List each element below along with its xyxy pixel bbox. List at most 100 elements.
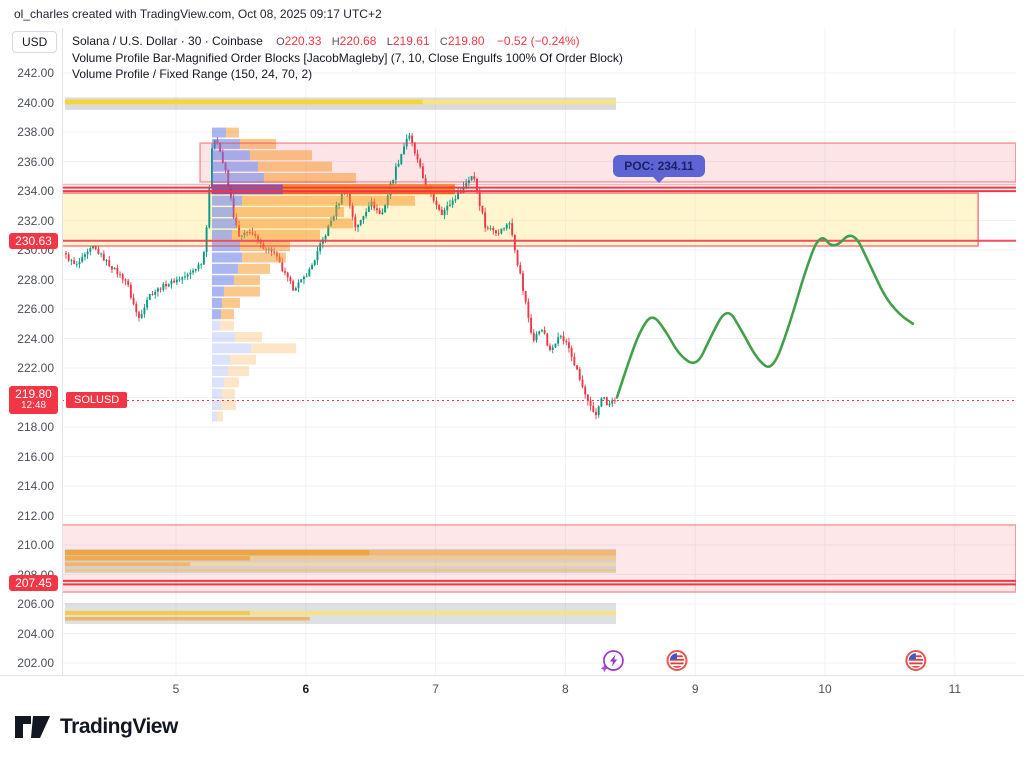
vp-row-orange [220,309,234,320]
indicator-legend-volume-profile[interactable]: Volume Profile / Fixed Range (150, 24, 7… [72,67,313,81]
ohlc-low-label: L [386,36,393,48]
indicator-legend-order-blocks[interactable]: Volume Profile Bar-Magnified Order Block… [72,51,623,65]
price-tick-label: 214.00 [17,479,54,493]
order-block-zones [62,97,1016,625]
time-tick-label: 7 [432,682,439,696]
price-tick-label: 236.00 [17,154,54,169]
time-tick-label: 8 [562,682,569,696]
price-tick-label: 232.00 [17,213,54,228]
price-tick-label: 218.00 [17,420,54,434]
vp-row-orange [239,138,276,149]
symbol-title[interactable]: Solana / U.S. Dollar · 30 · Coinbase [72,34,263,48]
price-tick-label: 210.00 [17,538,54,552]
time-axis[interactable]: 5 6 7 8 9 10 11 [0,675,1024,702]
price-tick-label: 240.00 [17,95,54,110]
vp-row-blue [211,309,221,320]
symbol-legend-row[interactable]: Solana / U.S. Dollar · 30 · Coinbase O22… [72,33,623,50]
vp-row-orange [250,343,296,354]
change-value: −0.52 (−0.24%) [496,34,580,48]
top-range-yellow-a [65,99,423,105]
vp-row-orange [216,411,223,422]
volume-band-stripe [65,550,370,556]
volume-band-stripe [65,562,191,566]
vp-row-orange [220,400,236,411]
price-tick-label: 216.00 [17,449,54,464]
price-axis-flag: 230.63 [9,232,58,249]
top-range-yellow-b [422,99,617,105]
vp-row-blue [211,297,222,308]
price-tick-label: 242.00 [17,66,54,80]
vp-row-orange [231,229,320,240]
vp-row-blue [211,127,226,138]
vp-row-blue [211,366,228,377]
ohlc-high-label: H [331,36,340,48]
vp-row-orange [263,173,356,183]
vp-row-orange [257,161,332,172]
vp-row-blue [211,332,235,342]
volume-band-stripe [65,610,250,616]
vp-row-orange [237,263,270,274]
symbol-price-flag: SOLUSD [66,392,128,409]
vp-row-orange [219,320,234,331]
volume-band-stripe [65,556,250,561]
vp-row-blue [211,138,240,149]
ohlc-open-label: O [276,36,285,48]
vp-row-blue [211,195,242,206]
supply-order-block-border [199,142,1016,183]
vp-row-blue [211,263,238,274]
vp-row-blue [211,320,220,331]
projection-line [615,234,915,399]
time-tick-label: 9 [691,682,699,696]
vp-row-blue [211,343,251,354]
price-axis[interactable]: 242.00 240.00 238.00 236.00 234.00 232.00 230.… [0,28,63,675]
vp-row-blue [211,161,258,172]
vp-row-blue [211,411,217,422]
tradingview-logo[interactable]: TradingView [14,714,178,740]
lower-supply-block-border [62,524,1016,593]
demand-yellow-block-border [62,192,979,247]
vp-row-blue [211,388,222,399]
vp-row-orange [221,297,240,308]
key-levels [62,142,1016,593]
ohlc-close-value: 219.80 [447,34,485,48]
vp-row-orange [227,366,249,377]
vp-row-orange [241,252,286,263]
us-flag-event-icon[interactable] [666,650,688,671]
vp-row-orange [234,332,262,342]
vp-row-blue [211,354,230,365]
price-axis-flag: 219.80 12:48 [9,386,58,415]
price-tick-label: 224.00 [17,331,54,346]
plot-area [62,28,1016,675]
vp-row-blue [211,286,224,297]
time-tick-label: 5 [172,682,180,696]
vp-row-blue [211,252,242,263]
vp-row-blue [211,207,234,218]
flash-event-icon[interactable] [600,650,624,673]
price-tick-label: 234.00 [17,184,54,198]
demand-yellow-block [62,193,979,247]
tradingview-logo-icon [15,716,50,738]
currency-unit-button[interactable]: USD [12,31,58,53]
vp-row-orange [235,218,353,229]
poc-label[interactable]: POC: 234.11 [613,155,705,184]
volume-band-stripe [65,569,617,572]
price-tick-label: 212.00 [17,508,54,523]
volume-band-stripe [249,610,617,616]
gridlines [62,28,1016,675]
vp-row-orange [241,195,415,206]
time-tick-label: 11 [948,682,962,696]
ohlc-close-label: C [439,36,448,48]
vp-row-orange [233,275,260,286]
vp-row-blue-poc [211,184,283,195]
vp-row-orange [249,150,312,161]
price-tick-label: 202.00 [17,656,54,670]
price-tick-label: 206.00 [17,597,54,611]
chart-legend: Solana / U.S. Dollar · 30 · Coinbase O22… [72,33,623,82]
us-flag-event-icon[interactable] [905,650,927,671]
vp-row-blue [211,275,234,286]
price-tick-label: 204.00 [17,626,54,641]
time-tick-label: 10 [818,682,832,696]
watermark-attribution: ol_charles created with TradingView.com,… [14,7,382,21]
